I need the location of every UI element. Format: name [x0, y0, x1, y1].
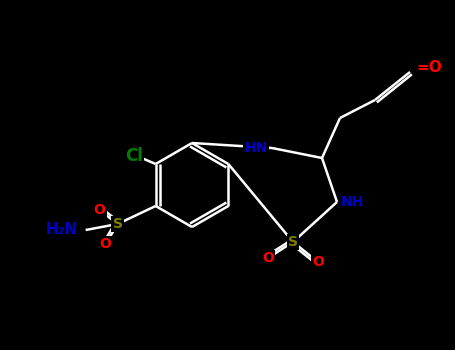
Text: S: S	[113, 217, 123, 231]
Text: Cl: Cl	[125, 147, 142, 165]
Text: O: O	[94, 203, 106, 217]
Text: HN: HN	[245, 141, 268, 155]
Text: O: O	[100, 237, 111, 251]
Text: O: O	[262, 251, 274, 265]
Text: H₂N: H₂N	[46, 223, 78, 238]
Text: O: O	[312, 255, 324, 269]
Text: S: S	[288, 235, 298, 249]
Text: NH: NH	[341, 195, 364, 209]
Text: =O: =O	[416, 61, 442, 76]
